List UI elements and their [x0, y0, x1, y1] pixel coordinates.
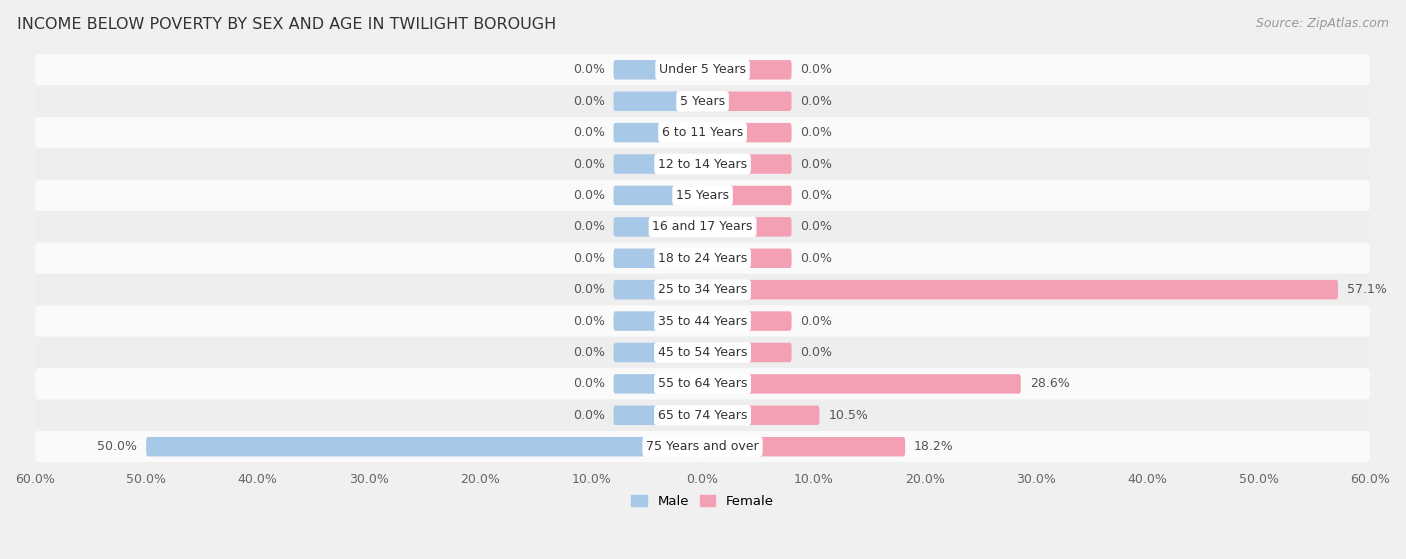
- Text: 15 Years: 15 Years: [676, 189, 730, 202]
- Text: INCOME BELOW POVERTY BY SEX AND AGE IN TWILIGHT BOROUGH: INCOME BELOW POVERTY BY SEX AND AGE IN T…: [17, 17, 557, 32]
- FancyBboxPatch shape: [703, 437, 905, 456]
- FancyBboxPatch shape: [35, 86, 1371, 117]
- Text: 0.0%: 0.0%: [572, 63, 605, 77]
- FancyBboxPatch shape: [703, 405, 820, 425]
- FancyBboxPatch shape: [613, 311, 703, 331]
- Text: Under 5 Years: Under 5 Years: [659, 63, 747, 77]
- Text: 0.0%: 0.0%: [572, 377, 605, 390]
- Text: 0.0%: 0.0%: [800, 126, 832, 139]
- FancyBboxPatch shape: [613, 154, 703, 174]
- Text: 0.0%: 0.0%: [572, 220, 605, 233]
- Text: 35 to 44 Years: 35 to 44 Years: [658, 315, 747, 328]
- Text: 6 to 11 Years: 6 to 11 Years: [662, 126, 744, 139]
- Text: 0.0%: 0.0%: [800, 346, 832, 359]
- Text: 0.0%: 0.0%: [800, 252, 832, 265]
- FancyBboxPatch shape: [35, 211, 1371, 243]
- Text: 0.0%: 0.0%: [800, 94, 832, 108]
- Text: 18.2%: 18.2%: [914, 440, 953, 453]
- Text: 10.5%: 10.5%: [828, 409, 868, 422]
- Legend: Male, Female: Male, Female: [626, 489, 779, 513]
- Text: 55 to 64 Years: 55 to 64 Years: [658, 377, 747, 390]
- Text: 75 Years and over: 75 Years and over: [647, 440, 759, 453]
- Text: 28.6%: 28.6%: [1029, 377, 1070, 390]
- FancyBboxPatch shape: [613, 405, 703, 425]
- Text: 25 to 34 Years: 25 to 34 Years: [658, 283, 747, 296]
- FancyBboxPatch shape: [703, 374, 1021, 394]
- FancyBboxPatch shape: [703, 60, 792, 79]
- FancyBboxPatch shape: [613, 374, 703, 394]
- FancyBboxPatch shape: [35, 400, 1371, 431]
- Text: 0.0%: 0.0%: [572, 94, 605, 108]
- FancyBboxPatch shape: [703, 343, 792, 362]
- FancyBboxPatch shape: [613, 123, 703, 143]
- Text: 0.0%: 0.0%: [572, 283, 605, 296]
- Text: 12 to 14 Years: 12 to 14 Years: [658, 158, 747, 170]
- FancyBboxPatch shape: [613, 60, 703, 79]
- Text: 0.0%: 0.0%: [800, 158, 832, 170]
- Text: Source: ZipAtlas.com: Source: ZipAtlas.com: [1256, 17, 1389, 30]
- Text: 0.0%: 0.0%: [572, 252, 605, 265]
- FancyBboxPatch shape: [703, 154, 792, 174]
- Text: 16 and 17 Years: 16 and 17 Years: [652, 220, 752, 233]
- FancyBboxPatch shape: [613, 280, 703, 300]
- FancyBboxPatch shape: [35, 274, 1371, 305]
- FancyBboxPatch shape: [35, 368, 1371, 400]
- FancyBboxPatch shape: [703, 123, 792, 143]
- Text: 50.0%: 50.0%: [97, 440, 138, 453]
- Text: 0.0%: 0.0%: [572, 126, 605, 139]
- Text: 0.0%: 0.0%: [800, 189, 832, 202]
- FancyBboxPatch shape: [35, 431, 1371, 462]
- Text: 45 to 54 Years: 45 to 54 Years: [658, 346, 747, 359]
- FancyBboxPatch shape: [613, 186, 703, 205]
- FancyBboxPatch shape: [35, 54, 1371, 86]
- FancyBboxPatch shape: [613, 217, 703, 236]
- Text: 0.0%: 0.0%: [572, 409, 605, 422]
- FancyBboxPatch shape: [613, 249, 703, 268]
- Text: 0.0%: 0.0%: [800, 315, 832, 328]
- FancyBboxPatch shape: [35, 180, 1371, 211]
- Text: 5 Years: 5 Years: [681, 94, 725, 108]
- Text: 18 to 24 Years: 18 to 24 Years: [658, 252, 747, 265]
- FancyBboxPatch shape: [613, 343, 703, 362]
- Text: 0.0%: 0.0%: [572, 189, 605, 202]
- FancyBboxPatch shape: [35, 337, 1371, 368]
- FancyBboxPatch shape: [703, 280, 1339, 300]
- Text: 57.1%: 57.1%: [1347, 283, 1386, 296]
- Text: 0.0%: 0.0%: [572, 158, 605, 170]
- FancyBboxPatch shape: [703, 311, 792, 331]
- FancyBboxPatch shape: [703, 186, 792, 205]
- FancyBboxPatch shape: [703, 92, 792, 111]
- FancyBboxPatch shape: [703, 249, 792, 268]
- Text: 0.0%: 0.0%: [572, 346, 605, 359]
- Text: 0.0%: 0.0%: [800, 63, 832, 77]
- FancyBboxPatch shape: [35, 117, 1371, 148]
- FancyBboxPatch shape: [146, 437, 703, 456]
- FancyBboxPatch shape: [613, 92, 703, 111]
- Text: 65 to 74 Years: 65 to 74 Years: [658, 409, 747, 422]
- Text: 0.0%: 0.0%: [800, 220, 832, 233]
- FancyBboxPatch shape: [703, 217, 792, 236]
- Text: 0.0%: 0.0%: [572, 315, 605, 328]
- FancyBboxPatch shape: [35, 148, 1371, 180]
- FancyBboxPatch shape: [35, 243, 1371, 274]
- FancyBboxPatch shape: [35, 305, 1371, 337]
